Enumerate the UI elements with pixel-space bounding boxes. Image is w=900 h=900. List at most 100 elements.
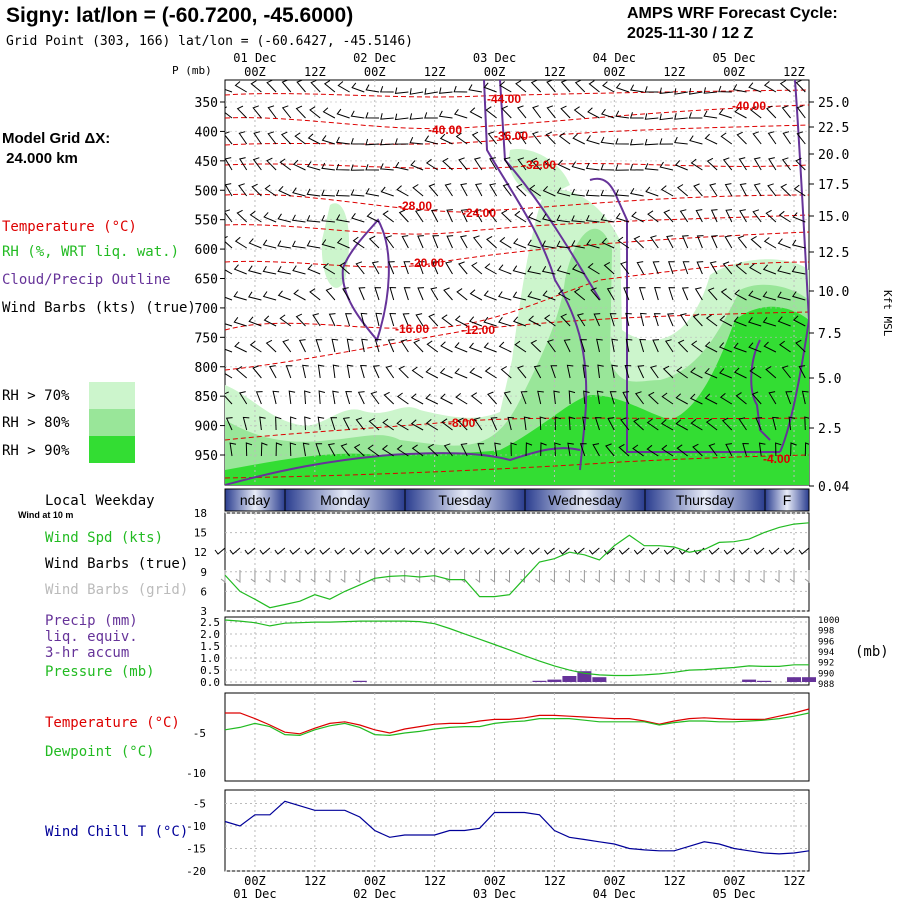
wind-barb [520, 391, 528, 405]
wind-barb [424, 88, 438, 95]
wind-barb [460, 443, 468, 457]
cloud-outline-right [589, 177, 780, 453]
wind-barb [401, 235, 409, 249]
top-hour-label: 12Z [424, 65, 446, 79]
isotherm-44 [225, 89, 809, 98]
wind-barb [263, 212, 277, 223]
wind-barb [600, 214, 615, 223]
wind-barb [652, 339, 660, 353]
bottom-hour-label: 12Z [783, 874, 805, 888]
wind-barb [629, 112, 644, 119]
wind-barb [225, 235, 233, 249]
wind-barb [380, 186, 394, 197]
wind-barb [703, 110, 718, 119]
wind-barb [471, 131, 483, 145]
wind-barb [375, 312, 383, 327]
surface-wind-barb-true [588, 547, 600, 555]
wind-barb [568, 390, 576, 405]
wind-barb [720, 288, 733, 301]
wind-barb [749, 263, 762, 275]
pressure-tick: 992 [818, 659, 834, 669]
wind-barb [529, 184, 541, 197]
pressure-axis-ticks: 350 400 450 500 550 600 650 700 750 800 850 900 950 [195, 96, 225, 464]
temperature-contours [225, 89, 809, 479]
wind-barb [470, 392, 483, 405]
upper-air-wind-barbs [225, 80, 809, 457]
wind-barb [662, 365, 674, 379]
wind-barb [601, 237, 615, 249]
wind-barb [646, 444, 659, 457]
wind-barb [679, 313, 689, 327]
wind-chill-tick: -10 [186, 820, 206, 833]
wind-barb [571, 161, 585, 171]
wind-barb [560, 80, 571, 93]
wind-barb [225, 323, 233, 327]
wind-barb [632, 444, 644, 457]
wind-barb [225, 209, 233, 223]
wind-barb [546, 80, 556, 93]
pressure-tick-label: 500 [195, 184, 218, 199]
wind-barb [542, 213, 556, 223]
wind-barb [779, 80, 791, 93]
wind-barb [332, 390, 339, 405]
cloud-outline-isolated [341, 218, 390, 343]
wind-barb [350, 189, 365, 197]
wind-barb [583, 390, 590, 405]
wind-barb [403, 287, 411, 301]
weekday-bar: nday Monday Tuesday Wednesday Thursday F [224, 488, 810, 512]
top-date-label: 01 Dec [233, 51, 276, 65]
surface-wind-barb-true [379, 547, 391, 555]
legend-rh80: RH > 80% [2, 415, 70, 431]
surface-wind-barb-grid [654, 570, 660, 583]
bottom-hour-label: 00Z [364, 874, 386, 888]
wind-barb [245, 442, 253, 457]
wind-barb [225, 106, 233, 119]
top-hour-label: 00Z [484, 65, 506, 79]
wind-barb [374, 338, 382, 353]
weekday-name: Monday [320, 492, 370, 508]
wind-barb [647, 210, 659, 223]
surface-wind-barb-true [633, 547, 645, 555]
wind-barb [394, 161, 409, 171]
surface-wind-barb-true [708, 547, 720, 555]
isotherm-28 [225, 193, 809, 213]
wind-barb [750, 106, 762, 119]
precip-bar [352, 680, 367, 682]
wind-barb [719, 368, 732, 379]
isotherm-label: -20.00 [410, 256, 444, 270]
wind-barb [629, 138, 644, 146]
wind-barb [801, 390, 809, 405]
wind-barb [512, 265, 527, 275]
wind-barb [350, 164, 365, 171]
wind-barb [225, 366, 233, 379]
wind-barb [649, 235, 659, 249]
wind-barb [523, 416, 531, 431]
wind-barb [500, 209, 512, 223]
surface-wind-barb-true [424, 547, 435, 555]
wind-barb [649, 365, 659, 379]
wind-barb [487, 391, 497, 405]
wind-barb [382, 418, 394, 431]
wind-barb [365, 84, 380, 93]
wind-barb [539, 416, 547, 431]
wind-barb [572, 133, 586, 145]
wind-barb [428, 183, 439, 197]
wind-barb [609, 391, 617, 405]
surface-wind-barb-true [753, 547, 765, 555]
surface-wind-barb-true [738, 547, 750, 555]
wind-barb [483, 82, 497, 93]
weekday-name: Tuesday [438, 492, 491, 508]
wind-barb [636, 261, 645, 275]
wind-barb [440, 341, 453, 353]
wind-barb [540, 442, 547, 457]
wind-barb [225, 296, 233, 301]
surface-wind-barb-true [259, 547, 271, 555]
wind-barb [747, 317, 762, 327]
isotherm-labels: -44.00 -40.00 -40.00 -36.00 -32.00 -28.0… [395, 92, 791, 466]
wind-barb [365, 188, 380, 197]
surface-wind-barb-grid [340, 570, 346, 583]
wind-barb [483, 342, 497, 353]
wind-barb [696, 235, 704, 249]
wind-barb [593, 313, 601, 327]
wind-barb [664, 339, 674, 353]
